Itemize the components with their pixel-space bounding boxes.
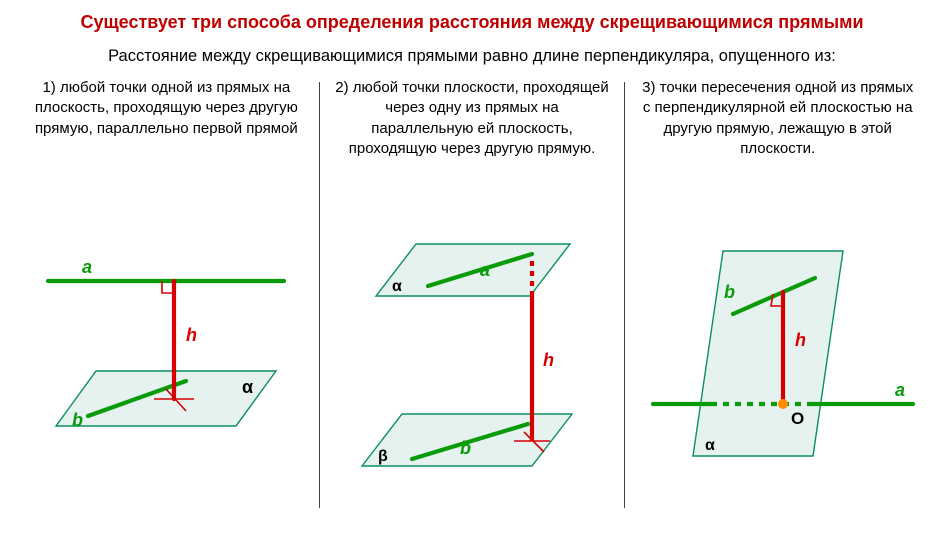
label-b: b <box>72 410 83 430</box>
divider-2 <box>624 82 625 508</box>
method-1-text: 1) любой точки одной из прямых на плоско… <box>18 78 315 204</box>
method-1-diagram: a b h α <box>18 204 315 508</box>
method-column-1: 1) любой точки одной из прямых на плоско… <box>18 78 315 508</box>
method-3-text: 3) точки пересечения одной из прямых с п… <box>629 78 926 204</box>
label-a: a <box>895 380 905 400</box>
method-3-diagram: b h a O α <box>629 204 926 508</box>
label-h: h <box>543 350 554 370</box>
columns: 1) любой точки одной из прямых на плоско… <box>18 78 926 508</box>
page-title: Существует три способа определения расст… <box>18 12 926 33</box>
page-subtitle: Расстояние между скрещивающимися прямыми… <box>18 47 926 66</box>
label-a: a <box>480 260 490 280</box>
label-h: h <box>186 325 197 345</box>
method-2-diagram: a α h b β <box>324 204 621 508</box>
method-column-3: 3) точки пересечения одной из прямых с п… <box>629 78 926 508</box>
method-2-text: 2) любой точки плоскости, проходящей чер… <box>324 78 621 204</box>
label-O: O <box>791 409 804 428</box>
label-alpha: α <box>242 377 253 397</box>
label-b: b <box>460 438 471 458</box>
label-h: h <box>795 330 806 350</box>
label-alpha: α <box>392 278 402 295</box>
label-alpha: α <box>705 437 715 454</box>
method-column-2: 2) любой точки плоскости, проходящей чер… <box>324 78 621 508</box>
divider-1 <box>319 82 320 508</box>
label-b: b <box>724 282 735 302</box>
plane-alpha-vert <box>693 251 843 456</box>
label-a: a <box>82 257 92 277</box>
point-O <box>778 399 788 409</box>
label-beta: β <box>378 448 388 465</box>
